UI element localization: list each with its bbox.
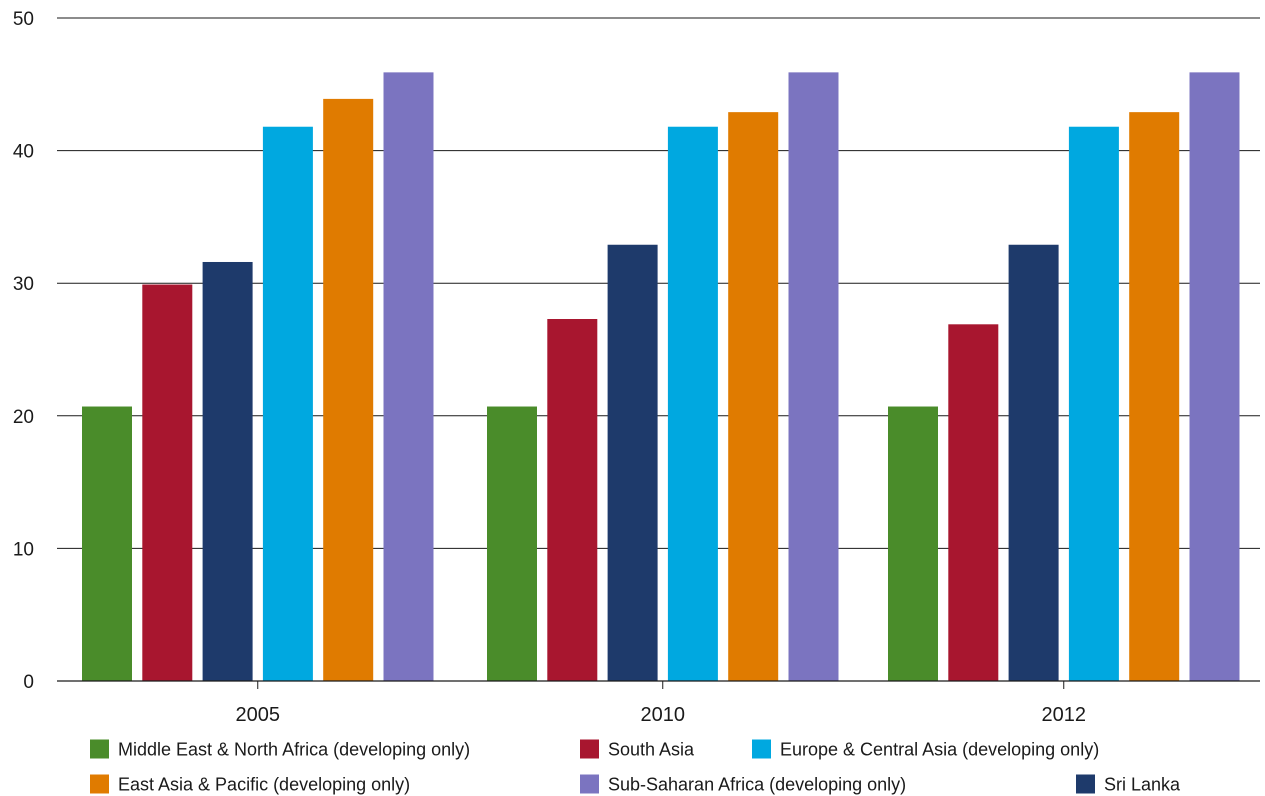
legend-label-east-asia-pacific-developing-only: East Asia & Pacific (developing only) — [118, 775, 410, 795]
bar-2010-sri-lanka — [607, 244, 658, 681]
bar-2005-east-asia-pacific-developing-only — [323, 98, 374, 682]
legend-swatch-middle-east-north-africa-developing-only — [90, 739, 109, 759]
x-tick-label-2012: 2012 — [1042, 704, 1087, 726]
bar-2010-south-asia — [547, 319, 598, 681]
bar-2010-east-asia-pacific-developing-only — [728, 112, 779, 681]
bar-2005-south-asia — [142, 284, 193, 681]
bar-2012-east-asia-pacific-developing-only — [1129, 112, 1180, 681]
legend-swatch-sub-saharan-africa-developing-only — [580, 774, 599, 794]
legend-swatch-south-asia — [580, 739, 599, 759]
bar-2012-sub-saharan-africa-developing-only — [1189, 72, 1240, 682]
legend-label-south-asia: South Asia — [608, 740, 695, 760]
legend-swatch-east-asia-pacific-developing-only — [90, 774, 109, 794]
bar-2010-middle-east-north-africa-developing-only — [487, 406, 537, 681]
x-axis: 2005 2010 2012 — [57, 680, 1260, 726]
y-tick-label-30: 30 — [13, 274, 34, 295]
legend-swatch-sri-lanka — [1076, 774, 1095, 794]
bar-2010-europe-central-asia-developing-only — [667, 126, 718, 682]
y-tick-label-50: 50 — [13, 9, 34, 30]
bar-2012-europe-central-asia-developing-only — [1068, 126, 1119, 682]
bar-2012-sri-lanka — [1008, 244, 1059, 681]
bar-2005-europe-central-asia-developing-only — [262, 126, 313, 682]
x-tick-label-2010: 2010 — [641, 704, 686, 726]
bar-2005-sri-lanka — [202, 261, 253, 681]
legend-swatch-europe-central-asia-developing-only — [752, 739, 771, 759]
y-tick-label-40: 40 — [13, 142, 34, 163]
bar-2005-middle-east-north-africa-developing-only — [82, 406, 132, 681]
bar-2012-middle-east-north-africa-developing-only — [888, 406, 938, 681]
y-axis-tick-labels: 0 10 20 30 40 50 — [13, 9, 34, 693]
bar-2012-south-asia — [948, 324, 999, 681]
legend-label-sri-lanka: Sri Lanka — [1104, 775, 1181, 795]
bars — [82, 72, 1240, 682]
bar-2005-sub-saharan-africa-developing-only — [383, 72, 434, 682]
legend-label-sub-saharan-africa-developing-only: Sub-Saharan Africa (developing only) — [608, 775, 906, 795]
legend-label-europe-central-asia-developing-only: Europe & Central Asia (developing only) — [780, 740, 1099, 760]
y-tick-label-10: 10 — [13, 539, 34, 560]
legend: Middle East & North Africa (developing o… — [90, 739, 1181, 795]
bar-2010-sub-saharan-africa-developing-only — [788, 72, 839, 682]
legend-label-middle-east-north-africa-developing-only: Middle East & North Africa (developing o… — [118, 740, 470, 760]
y-tick-label-20: 20 — [13, 407, 34, 428]
x-tick-label-2005: 2005 — [236, 704, 281, 726]
y-tick-label-0: 0 — [23, 672, 34, 693]
